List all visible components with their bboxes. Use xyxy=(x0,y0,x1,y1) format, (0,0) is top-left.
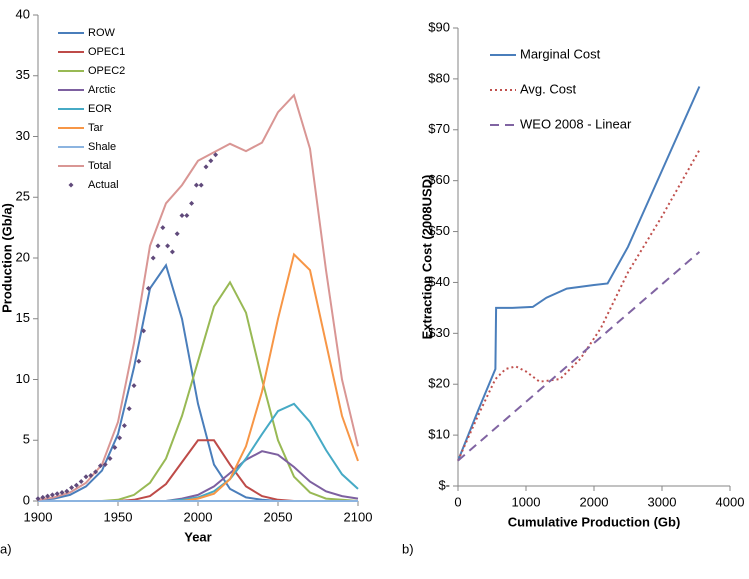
y-axis-title: Production (Gb/a) xyxy=(0,203,14,313)
y-tick-label: 40 xyxy=(16,6,30,21)
series-line xyxy=(37,93,359,501)
plot: $- $10 $20 $30 $40 $50 $60 $70 $80 $90 0 1000 2000 30… xyxy=(402,19,744,556)
data-point xyxy=(102,462,108,468)
data-point xyxy=(107,455,113,461)
legend-label: OPEC1 xyxy=(88,46,125,58)
data-point xyxy=(83,474,89,480)
data-point xyxy=(189,200,195,206)
data-point xyxy=(160,225,166,231)
data-point xyxy=(88,472,94,478)
x-tick-label: 2050 xyxy=(264,509,293,524)
x-tick-label: 2100 xyxy=(344,509,373,524)
data-point xyxy=(155,243,161,249)
legend: Marginal Cost Avg. Cost WEO 2008 - Linear xyxy=(490,46,632,131)
legend-label: OPEC2 xyxy=(88,65,125,77)
data-point xyxy=(40,494,46,500)
y-tick-label: 0 xyxy=(23,492,30,507)
data-point xyxy=(59,489,65,495)
legend-label: Avg. Cost xyxy=(520,81,577,96)
series-line xyxy=(38,252,359,502)
data-point xyxy=(49,492,55,498)
series-line xyxy=(457,86,701,461)
y-tick-label: $40 xyxy=(428,274,450,289)
data-point xyxy=(198,182,204,188)
x-axis-title: Year xyxy=(184,529,211,544)
x-tick-label: 1000 xyxy=(512,494,541,509)
y-axis-title: Extraction Cost (2008USD) xyxy=(419,175,434,340)
y-tick-label: $60 xyxy=(428,172,450,187)
legend-label: Tar xyxy=(88,122,104,134)
data-point xyxy=(64,488,70,494)
legend-label: Marginal Cost xyxy=(520,46,601,61)
data-point xyxy=(131,383,137,389)
data-point xyxy=(203,164,209,170)
data-point xyxy=(150,255,156,261)
legend-label: Shale xyxy=(88,141,116,153)
x-tick-label: 4000 xyxy=(716,494,745,509)
data-point xyxy=(121,423,127,429)
x-tick-label: 1900 xyxy=(24,509,53,524)
data-point xyxy=(97,463,103,469)
y-tick-label: $80 xyxy=(428,70,450,85)
data-point xyxy=(145,285,151,291)
data-point xyxy=(73,482,79,488)
data-point xyxy=(35,496,41,502)
y-tick-label: $10 xyxy=(428,427,450,442)
data-point xyxy=(169,249,175,255)
data-point xyxy=(141,328,147,334)
x-tick-label: 0 xyxy=(454,494,461,509)
data-point xyxy=(117,435,123,441)
plot: 0 5 10 15 20 25 30 35 40 1900 1950 2000 2050 2100 Year… xyxy=(0,6,372,556)
legend-label: WEO 2008 - Linear xyxy=(520,116,632,131)
y-tick-label: 25 xyxy=(16,189,30,204)
legend-label: Total xyxy=(88,160,111,172)
x-tick-label: 3000 xyxy=(648,494,677,509)
legend-marker xyxy=(68,182,74,188)
data-point xyxy=(193,182,199,188)
y-tick-label: 30 xyxy=(16,128,30,143)
y-tick-label: $20 xyxy=(428,376,450,391)
y-tick-label: 15 xyxy=(16,310,30,325)
legend-label: Actual xyxy=(88,179,119,191)
series-line xyxy=(38,280,359,502)
legend-label: EOR xyxy=(88,103,112,115)
legend: ROW OPEC1 OPEC2 Arctic EOR Tar Shale Total Actua… xyxy=(58,27,125,191)
y-tick-label: $50 xyxy=(428,223,450,238)
panel-label: a) xyxy=(0,541,12,556)
panel-label: b) xyxy=(402,541,414,556)
data-point xyxy=(179,212,185,218)
y-tick-label: 35 xyxy=(16,67,30,82)
data-point xyxy=(93,469,99,475)
y-tick-label: $30 xyxy=(428,325,450,340)
data-point xyxy=(136,358,142,364)
series-line xyxy=(37,263,358,502)
data-point xyxy=(165,243,171,249)
data-point xyxy=(184,212,190,218)
legend-label: ROW xyxy=(88,27,116,39)
x-tick-label: 2000 xyxy=(580,494,609,509)
data-point xyxy=(78,479,84,485)
y-tick-label: $70 xyxy=(428,121,450,136)
y-tick-label: $90 xyxy=(428,19,450,34)
y-tick-label: 10 xyxy=(16,371,30,386)
data-point xyxy=(54,491,60,497)
x-tick-label: 1950 xyxy=(104,509,133,524)
y-tick-label: 5 xyxy=(23,432,30,447)
data-point xyxy=(213,152,219,158)
data-point xyxy=(126,406,132,412)
series-line xyxy=(457,251,701,462)
data-point xyxy=(208,158,214,164)
x-axis-title: Cumulative Production (Gb) xyxy=(508,514,681,529)
x-tick-label: 2000 xyxy=(184,509,213,524)
data-point xyxy=(45,493,51,499)
y-tick-label: $- xyxy=(438,477,450,492)
y-tick-label: 20 xyxy=(16,249,30,264)
data-point xyxy=(112,445,118,451)
data-point xyxy=(174,231,180,237)
series-line xyxy=(457,149,701,462)
data-point xyxy=(69,485,75,491)
legend-label: Arctic xyxy=(88,84,116,96)
